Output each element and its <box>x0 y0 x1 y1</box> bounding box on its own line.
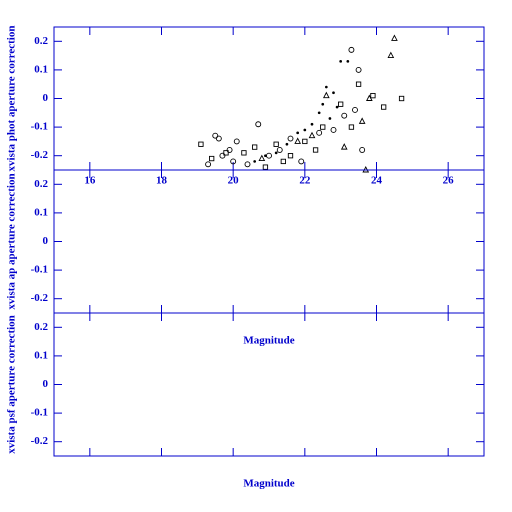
point <box>252 144 258 150</box>
y-tick-label: -0.2 <box>31 435 49 447</box>
point <box>370 92 376 99</box>
y-tick-label: 0.2 <box>34 321 48 333</box>
y-tick-label: 0 <box>43 92 49 104</box>
y-tick-label: -0.1 <box>31 121 48 133</box>
point <box>302 138 308 145</box>
point <box>233 138 240 145</box>
y-tick-label: 0.2 <box>34 35 48 47</box>
point <box>198 141 204 147</box>
y-axis-label: xvista phot aperture correction <box>6 26 18 172</box>
x-axis-label: Magnitude <box>243 478 294 490</box>
plot-frame <box>53 169 485 314</box>
point <box>205 161 212 168</box>
point <box>339 59 343 63</box>
y-axis-label: xvista psf aperture correction <box>6 315 18 454</box>
point <box>352 106 358 113</box>
point <box>310 122 314 126</box>
point <box>244 161 251 168</box>
point <box>241 150 247 156</box>
point <box>346 59 350 63</box>
point <box>391 34 398 41</box>
y-tick-label: 0.1 <box>34 206 48 218</box>
point <box>340 143 348 150</box>
point <box>398 95 405 102</box>
point <box>332 91 335 95</box>
y-axis-label: xvista ap aperture correction <box>6 173 18 309</box>
point <box>287 135 294 142</box>
point <box>359 147 366 153</box>
point <box>223 150 229 156</box>
point <box>258 154 266 162</box>
point <box>264 154 267 158</box>
point <box>266 152 272 159</box>
point <box>355 66 362 73</box>
point <box>317 111 321 115</box>
y-tick-label: 0.2 <box>34 178 48 190</box>
point <box>287 153 294 159</box>
point <box>298 158 305 165</box>
point <box>387 51 395 59</box>
x-tick-label: 26 <box>443 175 455 187</box>
point <box>296 131 300 135</box>
point <box>280 158 286 165</box>
y-tick-label: 0.1 <box>34 63 48 75</box>
point <box>348 46 355 53</box>
point <box>316 129 323 136</box>
point <box>215 135 222 142</box>
point <box>312 147 319 153</box>
point <box>308 131 316 139</box>
point <box>303 128 307 132</box>
point <box>341 112 348 119</box>
point <box>276 147 283 153</box>
point <box>348 124 355 130</box>
x-tick-label: 24 <box>371 175 383 187</box>
x-tick-label: 22 <box>299 175 311 187</box>
y-tick-label: -0.1 <box>31 407 48 419</box>
point <box>226 147 233 153</box>
point <box>321 102 325 106</box>
y-tick-label: -0.1 <box>31 264 48 276</box>
y-tick-label: -0.2 <box>31 149 49 161</box>
point <box>209 155 215 162</box>
point <box>219 152 226 159</box>
y-tick-label: -0.2 <box>31 292 49 304</box>
y-tick-label: 0.1 <box>34 349 48 361</box>
point <box>358 117 366 124</box>
point <box>253 160 257 163</box>
x-tick-label: 16 <box>84 175 96 187</box>
point <box>330 127 337 133</box>
point <box>338 101 344 107</box>
point <box>294 137 302 144</box>
point <box>230 158 237 165</box>
plot-frame <box>53 26 485 171</box>
x-tick-label: 18 <box>156 175 168 187</box>
point <box>335 105 339 109</box>
point <box>322 91 330 99</box>
y-tick-label: 0 <box>43 235 49 247</box>
point <box>262 164 269 170</box>
point <box>212 132 219 139</box>
point <box>273 141 279 147</box>
x-axis-label: Magnitude <box>243 335 294 347</box>
point <box>355 81 362 87</box>
point <box>255 121 262 128</box>
point <box>285 142 289 146</box>
x-tick-label: 20 <box>228 175 240 187</box>
point <box>328 117 332 120</box>
point <box>381 104 387 110</box>
point <box>365 94 373 101</box>
y-tick-label: 0 <box>43 378 49 390</box>
point <box>274 151 278 155</box>
point <box>324 85 328 89</box>
point <box>320 124 326 130</box>
